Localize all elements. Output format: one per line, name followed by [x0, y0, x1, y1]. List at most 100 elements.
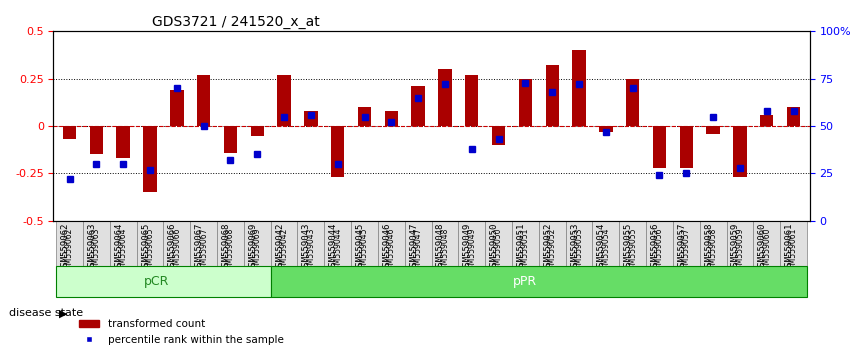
Text: GSM559065: GSM559065	[145, 228, 154, 274]
Bar	[572, 50, 585, 126]
Text: GSM559067: GSM559067	[195, 223, 204, 272]
Text: GSM559066: GSM559066	[172, 228, 181, 274]
Text: GSM559056: GSM559056	[650, 223, 660, 272]
Text: GSM559043: GSM559043	[307, 228, 315, 274]
FancyBboxPatch shape	[137, 221, 164, 266]
FancyBboxPatch shape	[485, 221, 512, 266]
Text: GSM559054: GSM559054	[601, 228, 611, 274]
FancyBboxPatch shape	[298, 221, 324, 266]
Text: GSM559052: GSM559052	[543, 223, 553, 272]
Text: GSM559055: GSM559055	[628, 228, 637, 274]
Text: GSM559062: GSM559062	[65, 228, 74, 274]
Text: GSM559060: GSM559060	[762, 228, 772, 274]
Text: GSM559061: GSM559061	[785, 223, 793, 272]
FancyBboxPatch shape	[565, 221, 592, 266]
Text: GSM559044: GSM559044	[333, 228, 342, 274]
FancyBboxPatch shape	[458, 221, 485, 266]
Bar	[760, 115, 773, 126]
FancyBboxPatch shape	[431, 221, 458, 266]
Bar	[492, 126, 505, 145]
Bar	[63, 126, 76, 139]
Text: GSM559069: GSM559069	[253, 228, 262, 274]
Text: GSM559060: GSM559060	[758, 223, 766, 272]
FancyBboxPatch shape	[700, 221, 727, 266]
Bar	[358, 107, 372, 126]
Text: GSM559057: GSM559057	[677, 223, 686, 272]
Text: GSM559053: GSM559053	[570, 223, 579, 272]
Text: GSM559053: GSM559053	[574, 228, 584, 274]
Text: GSM559055: GSM559055	[624, 223, 633, 272]
Text: GSM559063: GSM559063	[92, 228, 100, 274]
Bar	[653, 126, 666, 168]
Text: GSM559061: GSM559061	[789, 228, 798, 274]
FancyBboxPatch shape	[512, 221, 539, 266]
Text: GSM559042: GSM559042	[275, 223, 284, 272]
FancyBboxPatch shape	[83, 221, 110, 266]
Text: GSM559051: GSM559051	[516, 223, 526, 272]
Text: GSM559058: GSM559058	[704, 223, 713, 272]
Bar	[90, 126, 103, 154]
Bar	[519, 79, 532, 126]
Text: ▶: ▶	[59, 308, 68, 318]
Text: GSM559050: GSM559050	[494, 228, 503, 274]
Text: GSM559058: GSM559058	[708, 228, 718, 274]
Text: GSM559045: GSM559045	[356, 223, 365, 272]
FancyBboxPatch shape	[244, 221, 271, 266]
Bar	[250, 126, 264, 136]
Bar	[117, 126, 130, 158]
Text: GSM559045: GSM559045	[360, 228, 369, 274]
Text: GSM559042: GSM559042	[280, 228, 288, 274]
Text: GSM559046: GSM559046	[387, 228, 396, 274]
Bar	[197, 75, 210, 126]
Bar	[707, 126, 720, 134]
FancyBboxPatch shape	[727, 221, 753, 266]
FancyBboxPatch shape	[56, 221, 83, 266]
Bar	[304, 111, 318, 126]
Text: GSM559064: GSM559064	[114, 223, 123, 272]
Text: GSM559057: GSM559057	[682, 228, 691, 274]
FancyBboxPatch shape	[539, 221, 565, 266]
Text: GSM559048: GSM559048	[441, 228, 449, 274]
Text: GSM559062: GSM559062	[61, 223, 69, 272]
Bar	[734, 126, 746, 177]
Text: GDS3721 / 241520_x_at: GDS3721 / 241520_x_at	[152, 15, 320, 29]
Bar	[438, 69, 452, 126]
Text: GSM559063: GSM559063	[87, 223, 96, 272]
Text: GSM559048: GSM559048	[436, 223, 445, 272]
Legend: transformed count, percentile rank within the sample: transformed count, percentile rank withi…	[74, 315, 288, 349]
Text: pCR: pCR	[144, 275, 170, 288]
Text: GSM559049: GSM559049	[462, 223, 472, 272]
FancyBboxPatch shape	[753, 221, 780, 266]
FancyBboxPatch shape	[378, 221, 404, 266]
Text: GSM559066: GSM559066	[168, 223, 177, 272]
Text: GSM559056: GSM559056	[655, 228, 664, 274]
Text: GSM559068: GSM559068	[222, 223, 230, 272]
Text: GSM559049: GSM559049	[468, 228, 476, 274]
Text: GSM559047: GSM559047	[409, 223, 418, 272]
Text: GSM559054: GSM559054	[597, 223, 606, 272]
Bar	[626, 79, 639, 126]
Bar	[680, 126, 693, 168]
FancyBboxPatch shape	[673, 221, 700, 266]
Text: GSM559065: GSM559065	[141, 223, 150, 272]
Text: GSM559068: GSM559068	[226, 228, 235, 274]
FancyBboxPatch shape	[191, 221, 217, 266]
FancyBboxPatch shape	[404, 221, 431, 266]
Text: GSM559059: GSM559059	[731, 223, 740, 272]
FancyBboxPatch shape	[110, 221, 137, 266]
Text: GSM559067: GSM559067	[199, 228, 208, 274]
Bar	[170, 90, 184, 126]
Text: pPR: pPR	[514, 275, 538, 288]
Text: GSM559059: GSM559059	[735, 228, 745, 274]
Bar	[546, 65, 559, 126]
FancyBboxPatch shape	[217, 221, 244, 266]
Text: GSM559069: GSM559069	[249, 223, 257, 272]
Bar	[277, 75, 291, 126]
FancyBboxPatch shape	[646, 221, 673, 266]
Bar	[465, 75, 479, 126]
Text: GSM559051: GSM559051	[521, 228, 530, 274]
FancyBboxPatch shape	[56, 266, 271, 297]
Text: GSM559047: GSM559047	[414, 228, 423, 274]
Bar	[385, 111, 398, 126]
Bar	[599, 126, 612, 132]
